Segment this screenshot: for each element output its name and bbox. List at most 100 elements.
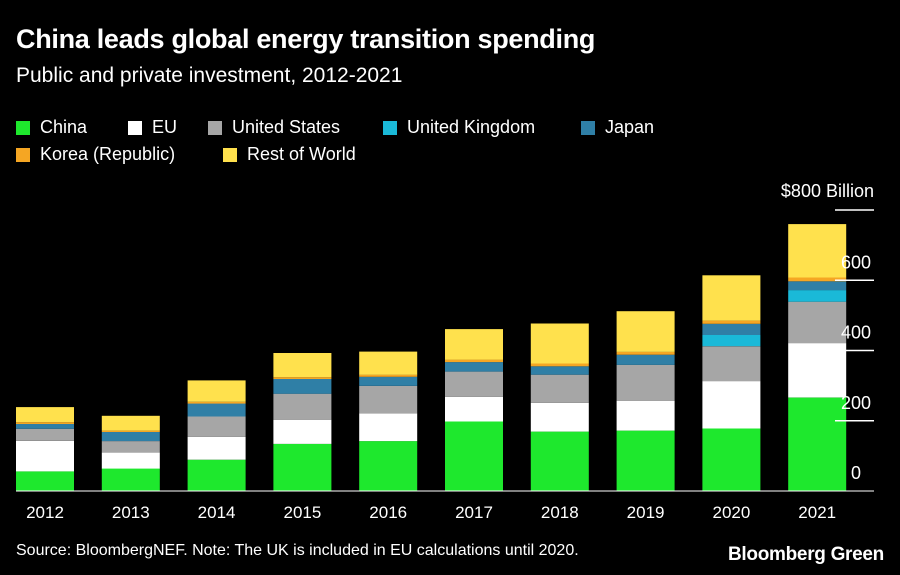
legend-item-united-kingdom: United Kingdom <box>383 117 535 138</box>
legend-swatch <box>16 120 30 135</box>
bar-segment-eu-2021 <box>788 343 847 398</box>
bar-segment-eu-2015 <box>273 419 332 444</box>
legend-item-united-states: United States <box>208 117 340 138</box>
bar-segment-korea-republic--2021 <box>788 277 847 282</box>
bar-segment-korea-republic--2016 <box>359 374 418 377</box>
x-tick-label: 2020 <box>712 503 750 522</box>
x-tick-label: 2018 <box>541 503 579 522</box>
y-axis: 0 200 400 600 $800 Billion <box>781 181 874 483</box>
bar-segment-eu-2012 <box>16 440 74 472</box>
bar-segment-united-states-2020 <box>702 346 761 382</box>
x-tick-label: 2012 <box>26 503 64 522</box>
legend-label: EU <box>152 117 178 137</box>
x-tick-label: 2019 <box>627 503 665 522</box>
bar-segment-china-2018 <box>530 431 589 491</box>
chart-subtitle: Public and private investment, 2012-2021 <box>16 64 403 87</box>
brand-logo-text: Bloomberg Green <box>728 544 884 565</box>
bar-segment-eu-2020 <box>702 381 761 429</box>
bar-segment-japan-2015 <box>273 379 332 394</box>
bar-segment-eu-2013 <box>101 452 160 469</box>
bar-segment-china-2015 <box>273 443 332 491</box>
bar-segment-eu-2019 <box>616 400 675 431</box>
legend-swatch <box>208 120 222 135</box>
bar-segment-rest-of-world-2019 <box>616 311 675 352</box>
bar-segment-japan-2021 <box>788 281 847 291</box>
bar-segment-eu-2014 <box>187 436 246 460</box>
x-tick-label: 2015 <box>283 503 321 522</box>
bar-segment-china-2017 <box>445 421 503 491</box>
bar-segment-china-2021 <box>788 397 847 491</box>
bar-segment-united-states-2017 <box>445 371 503 397</box>
bar-segment-china-2013 <box>101 468 160 491</box>
bar-segment-rest-of-world-2016 <box>359 351 418 375</box>
bar-segment-united-states-2019 <box>616 364 675 401</box>
bar-segment-japan-2012 <box>16 423 74 429</box>
source-note: Source: BloombergNEF. Note: The UK is in… <box>16 542 579 559</box>
legend-item-japan: Japan <box>581 117 654 138</box>
legend-swatch <box>581 120 595 135</box>
x-tick-label: 2016 <box>369 503 407 522</box>
bar-segment-korea-republic--2018 <box>530 363 589 367</box>
bar-segment-rest-of-world-2014 <box>187 380 246 402</box>
bar-segment-japan-2017 <box>445 362 503 372</box>
bar-segment-china-2016 <box>359 441 418 491</box>
bar-segment-eu-2018 <box>530 402 589 432</box>
bar-segment-korea-republic--2015 <box>273 377 332 379</box>
bar-segment-china-2019 <box>616 430 675 491</box>
legend-swatch <box>383 120 397 135</box>
x-tick-label: 2014 <box>198 503 236 522</box>
bar-segment-korea-republic--2017 <box>445 359 503 363</box>
bar-segment-united-states-2018 <box>530 374 589 403</box>
bar-segment-japan-2014 <box>187 403 246 417</box>
bar-segment-rest-of-world-2013 <box>101 415 160 431</box>
legend-label: United Kingdom <box>407 117 536 137</box>
bar-segment-korea-republic--2013 <box>101 430 160 432</box>
bar-segment-rest-of-world-2015 <box>273 353 332 378</box>
legend-label: China <box>40 117 88 137</box>
legend-label: Japan <box>605 117 655 137</box>
bar-segment-korea-republic--2014 <box>187 401 246 404</box>
bar-segment-china-2012 <box>16 471 74 491</box>
x-tick-label: 2013 <box>112 503 150 522</box>
legend-swatch <box>16 147 30 162</box>
bar-segment-rest-of-world-2018 <box>530 323 589 364</box>
x-tick-label: 2017 <box>455 503 493 522</box>
legend-label: Korea (Republic) <box>40 144 176 164</box>
chart-title: China leads global energy transition spe… <box>16 24 596 54</box>
bar-segment-united-kingdom-2021 <box>788 290 847 302</box>
bar-segment-japan-2019 <box>616 354 675 365</box>
bar-segment-korea-republic--2019 <box>616 351 675 355</box>
bar-segment-china-2014 <box>187 459 246 491</box>
bars-layer <box>16 224 847 491</box>
bar-segment-united-states-2015 <box>273 393 332 420</box>
y-tick-label: 600 <box>841 252 871 272</box>
legend-item-china: China <box>16 117 87 138</box>
bar-segment-united-states-2012 <box>16 428 74 441</box>
bar-segment-japan-2020 <box>702 323 761 335</box>
y-tick-label: 200 <box>841 393 871 413</box>
bar-segment-rest-of-world-2020 <box>702 275 761 321</box>
y-tick-label: 400 <box>841 323 871 343</box>
bar-segment-rest-of-world-2017 <box>445 329 503 360</box>
bar-segment-united-states-2013 <box>101 441 160 453</box>
bar-segment-korea-republic--2012 <box>16 422 74 424</box>
bar-segment-united-states-2021 <box>788 301 847 344</box>
legend-label: United States <box>232 117 341 137</box>
legend-swatch <box>128 120 142 135</box>
bar-segment-japan-2013 <box>101 432 160 442</box>
bar-segment-korea-republic--2020 <box>702 320 761 324</box>
y-tick-label: 0 <box>851 463 861 483</box>
bar-segment-eu-2016 <box>359 413 418 442</box>
bar-segment-japan-2018 <box>530 366 589 375</box>
x-tick-label: 2021 <box>798 503 836 522</box>
bar-segment-rest-of-world-2021 <box>788 224 847 278</box>
bar-segment-japan-2016 <box>359 376 418 386</box>
bar-segment-united-kingdom-2020 <box>702 335 761 347</box>
x-axis: 2012 2013 2014 2015 2016 2017 2018 2019 2020 2021 <box>16 490 874 522</box>
legend-item-eu: EU <box>128 117 177 138</box>
bar-segment-rest-of-world-2012 <box>16 407 74 423</box>
legend-label: Rest of World <box>247 144 356 164</box>
bar-segment-eu-2017 <box>445 396 503 422</box>
legend-item-rest-of-world: Rest of World <box>223 144 356 165</box>
